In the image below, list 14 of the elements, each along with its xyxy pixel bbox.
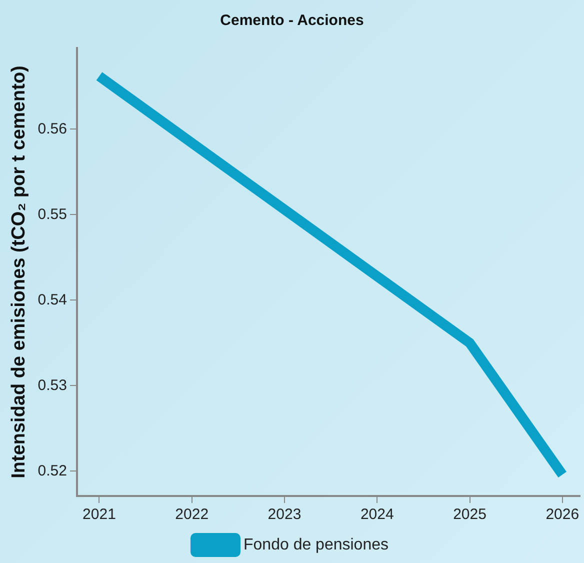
x-tick-label: 2022 <box>175 506 209 524</box>
x-tick-label: 2021 <box>82 506 116 524</box>
x-tick-label: 2024 <box>360 506 394 524</box>
x-tick-label: 2025 <box>453 506 486 524</box>
y-tick-label: 0.54 <box>38 291 67 308</box>
x-tick-label: 2023 <box>268 506 302 524</box>
y-axis-title: Intensidad de emisiones (tCO₂ por t cemento) <box>8 66 30 478</box>
y-tick-label: 0.56 <box>38 120 67 138</box>
x-tick-label: 2026 <box>546 506 580 524</box>
y-tick-label: 0.55 <box>38 206 67 223</box>
y-tick-label: 0.53 <box>38 376 67 394</box>
y-tick-label: 0.52 <box>38 462 67 480</box>
legend-label: Fondo de pensiones <box>244 536 388 554</box>
chart-title: Cemento - Acciones <box>220 12 364 30</box>
